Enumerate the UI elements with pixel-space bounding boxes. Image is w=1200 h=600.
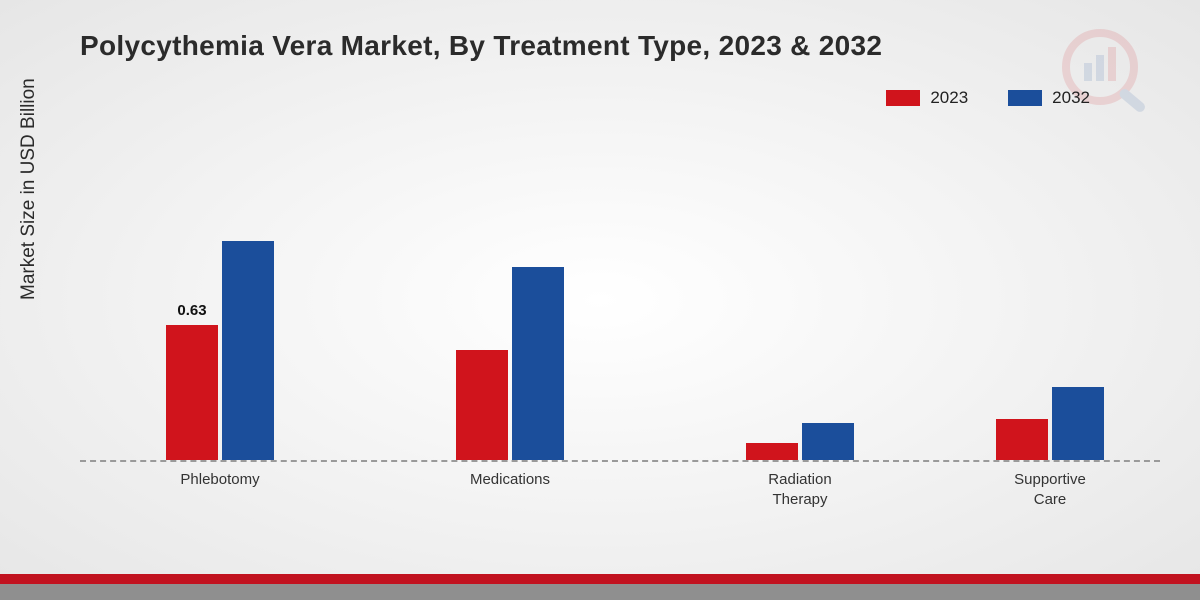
footer-bars — [0, 574, 1200, 600]
plot-area: 0.63PhlebotomyMedicationsRadiationTherap… — [80, 120, 1160, 500]
chart-title: Polycythemia Vera Market, By Treatment T… — [80, 30, 882, 62]
footer-gray-bar — [0, 584, 1200, 600]
y-axis-label: Market Size in USD Billion — [18, 78, 40, 300]
bar-2032 — [512, 267, 564, 461]
legend: 2023 2032 — [886, 88, 1090, 108]
x-axis-category-label: SupportiveCare — [942, 460, 1158, 509]
legend-label-2023: 2023 — [930, 88, 968, 108]
category-group: 0.63Phlebotomy — [166, 120, 274, 460]
legend-swatch-2032 — [1008, 90, 1042, 106]
legend-label-2032: 2032 — [1052, 88, 1090, 108]
x-axis-category-label: Medications — [402, 460, 618, 490]
category-group: SupportiveCare — [996, 120, 1104, 460]
bar-2032 — [1052, 387, 1104, 460]
bar-2023 — [996, 419, 1048, 460]
legend-swatch-2023 — [886, 90, 920, 106]
bar-2023 — [746, 443, 798, 460]
footer-red-bar — [0, 574, 1200, 584]
bar-2023 — [456, 350, 508, 460]
bar-value-label: 0.63 — [177, 302, 206, 325]
bar-2023: 0.63 — [166, 325, 218, 460]
legend-item-2032: 2032 — [1008, 88, 1090, 108]
x-axis-category-label: Phlebotomy — [112, 460, 328, 490]
legend-item-2023: 2023 — [886, 88, 968, 108]
x-axis-category-label: RadiationTherapy — [692, 460, 908, 509]
category-group: Medications — [456, 120, 564, 460]
category-group: RadiationTherapy — [746, 120, 854, 460]
bar-2032 — [802, 423, 854, 460]
chart-page: Polycythemia Vera Market, By Treatment T… — [0, 0, 1200, 600]
bar-2032 — [222, 241, 274, 460]
